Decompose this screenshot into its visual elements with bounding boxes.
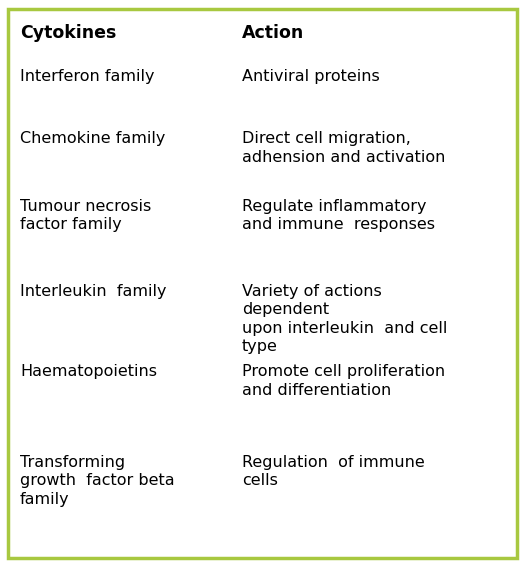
- Text: Tumour necrosis
factor family: Tumour necrosis factor family: [20, 199, 151, 232]
- Text: Cytokines: Cytokines: [20, 24, 116, 42]
- Text: Action: Action: [242, 24, 304, 42]
- Text: Regulation  of immune
cells: Regulation of immune cells: [242, 455, 424, 488]
- Text: Interferon family: Interferon family: [20, 69, 155, 84]
- Text: Regulate inflammatory
and immune  responses: Regulate inflammatory and immune respons…: [242, 199, 435, 232]
- Text: Chemokine family: Chemokine family: [20, 131, 165, 146]
- FancyBboxPatch shape: [8, 9, 517, 558]
- Text: Antiviral proteins: Antiviral proteins: [242, 69, 380, 84]
- Text: Promote cell proliferation
and differentiation: Promote cell proliferation and different…: [242, 364, 445, 398]
- Text: Direct cell migration,
adhension and activation: Direct cell migration, adhension and act…: [242, 131, 446, 164]
- Text: Haematopoietins: Haematopoietins: [20, 364, 157, 380]
- Text: Variety of actions
dependent
upon interleukin  and cell
type: Variety of actions dependent upon interl…: [242, 284, 447, 354]
- Text: Interleukin  family: Interleukin family: [20, 284, 167, 299]
- Text: Transforming
growth  factor beta
family: Transforming growth factor beta family: [20, 455, 175, 507]
